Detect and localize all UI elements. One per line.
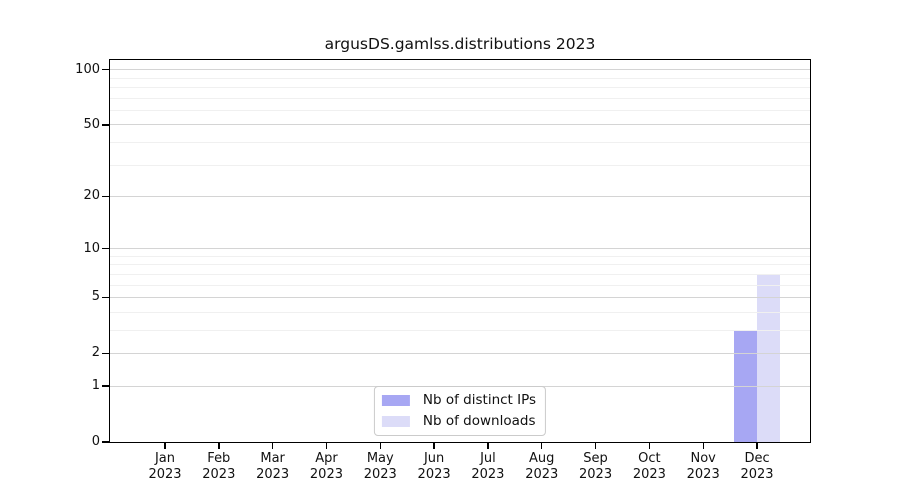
x-tick-month: Apr	[315, 451, 338, 466]
legend-entry-distinct-ips: Nb of distinct IPs	[381, 391, 537, 409]
x-tick-label-apr: Apr 2023	[294, 451, 358, 482]
x-tick-mark	[648, 443, 651, 449]
y-tick-mark	[102, 247, 109, 250]
x-tick-year: 2023	[256, 466, 290, 482]
x-tick-mark	[756, 443, 758, 449]
y-tick-label: 5	[91, 289, 100, 305]
minor-gridline	[110, 273, 810, 275]
x-tick-mark	[164, 443, 166, 449]
x-tick-label-sep: Sep 2023	[564, 451, 628, 482]
x-tick-month: Jun	[423, 451, 445, 466]
minor-gridline	[110, 97, 810, 99]
minor-gridline	[110, 141, 810, 143]
major-gridline	[110, 248, 810, 250]
y-tick-mark	[102, 195, 109, 198]
legend-label-distinct-ips: Nb of distinct IPs	[422, 392, 537, 408]
y-tick-label: 100	[75, 61, 100, 77]
y-tick-mark	[102, 69, 109, 71]
x-tick-label-jun: Jun 2023	[402, 451, 466, 482]
x-tick-year: 2023	[471, 466, 505, 482]
minor-gridline	[110, 87, 810, 89]
x-tick-label-feb: Feb 2023	[187, 451, 251, 482]
x-tick-label-dec: Dec 2023	[725, 451, 789, 482]
x-tick-label-may: May 2023	[348, 451, 412, 482]
y-tick-label: 50	[83, 116, 100, 132]
x-tick-mark	[433, 443, 435, 449]
x-tick-label-jan: Jan 2023	[133, 451, 197, 482]
minor-gridline	[110, 255, 810, 257]
minor-gridline	[110, 77, 810, 79]
minor-gridline	[110, 264, 810, 266]
minor-gridline	[110, 164, 810, 166]
y-tick-label: 2	[91, 345, 100, 361]
x-tick-month: Feb	[207, 451, 231, 466]
x-tick-mark	[218, 443, 220, 449]
major-gridline	[110, 69, 810, 71]
x-tick-year: 2023	[363, 466, 397, 482]
x-tick-year: 2023	[579, 466, 613, 482]
minor-gridline	[110, 329, 810, 331]
major-gridline	[110, 195, 810, 197]
y-tick-label: 10	[83, 240, 100, 256]
y-tick-mark	[102, 124, 109, 126]
gridlines-layer	[110, 60, 810, 442]
chart-title: argusDS.gamlss.distributions 2023	[324, 35, 596, 53]
legend-entry-downloads: Nb of downloads	[381, 412, 536, 430]
plot-area: Nb of distinct IPs Nb of downloads	[110, 60, 810, 442]
x-tick-mark	[541, 443, 543, 449]
x-tick-year: 2023	[202, 466, 236, 482]
bar-downloads-dec	[757, 274, 781, 442]
x-tick-month: Jan	[154, 451, 176, 466]
x-tick-mark	[325, 443, 328, 449]
x-tick-label-oct: Oct 2023	[617, 451, 681, 482]
y-tick-label: 0	[91, 434, 100, 449]
x-tick-year: 2023	[148, 466, 182, 482]
x-tick-year: 2023	[525, 466, 559, 482]
y-tick-mark	[102, 385, 109, 387]
x-tick-year: 2023	[740, 466, 774, 482]
legend-swatch-distinct-ips	[381, 394, 410, 406]
legend-label-downloads: Nb of downloads	[422, 413, 536, 429]
x-tick-label-mar: Mar 2023	[241, 451, 305, 482]
y-tick-mark	[102, 352, 109, 355]
x-tick-month: Mar	[260, 451, 285, 466]
x-tick-mark	[594, 443, 597, 449]
x-tick-month: Jul	[480, 451, 496, 466]
x-tick-month: Sep	[583, 451, 608, 466]
x-tick-year: 2023	[309, 466, 343, 482]
x-tick-year: 2023	[686, 466, 720, 482]
x-tick-label-aug: Aug 2023	[510, 451, 574, 482]
y-tick-label: 20	[83, 188, 100, 204]
major-gridline	[110, 124, 810, 126]
minor-gridline	[110, 311, 810, 313]
legend-swatch-downloads	[381, 415, 410, 427]
minor-gridline	[110, 284, 810, 286]
x-tick-month: Nov	[690, 451, 716, 466]
x-tick-month: Dec	[744, 451, 770, 466]
x-tick-month: May	[366, 451, 394, 466]
x-tick-mark	[379, 443, 381, 449]
x-tick-month: Oct	[638, 451, 661, 466]
x-tick-mark	[702, 443, 704, 449]
y-tick-label: 1	[91, 378, 100, 394]
x-tick-mark	[487, 443, 489, 449]
y-tick-mark	[102, 441, 109, 443]
y-tick-mark	[102, 296, 109, 299]
major-gridline	[110, 296, 810, 298]
x-tick-label-jul: Jul 2023	[456, 451, 520, 482]
x-tick-year: 2023	[632, 466, 666, 482]
minor-gridline	[110, 109, 810, 111]
x-tick-year: 2023	[417, 466, 451, 482]
legend: Nb of distinct IPs Nb of downloads	[373, 386, 547, 436]
x-tick-mark	[271, 443, 274, 449]
x-tick-label-nov: Nov 2023	[671, 451, 735, 482]
major-gridline	[110, 352, 810, 354]
x-tick-month: Aug	[529, 451, 555, 466]
